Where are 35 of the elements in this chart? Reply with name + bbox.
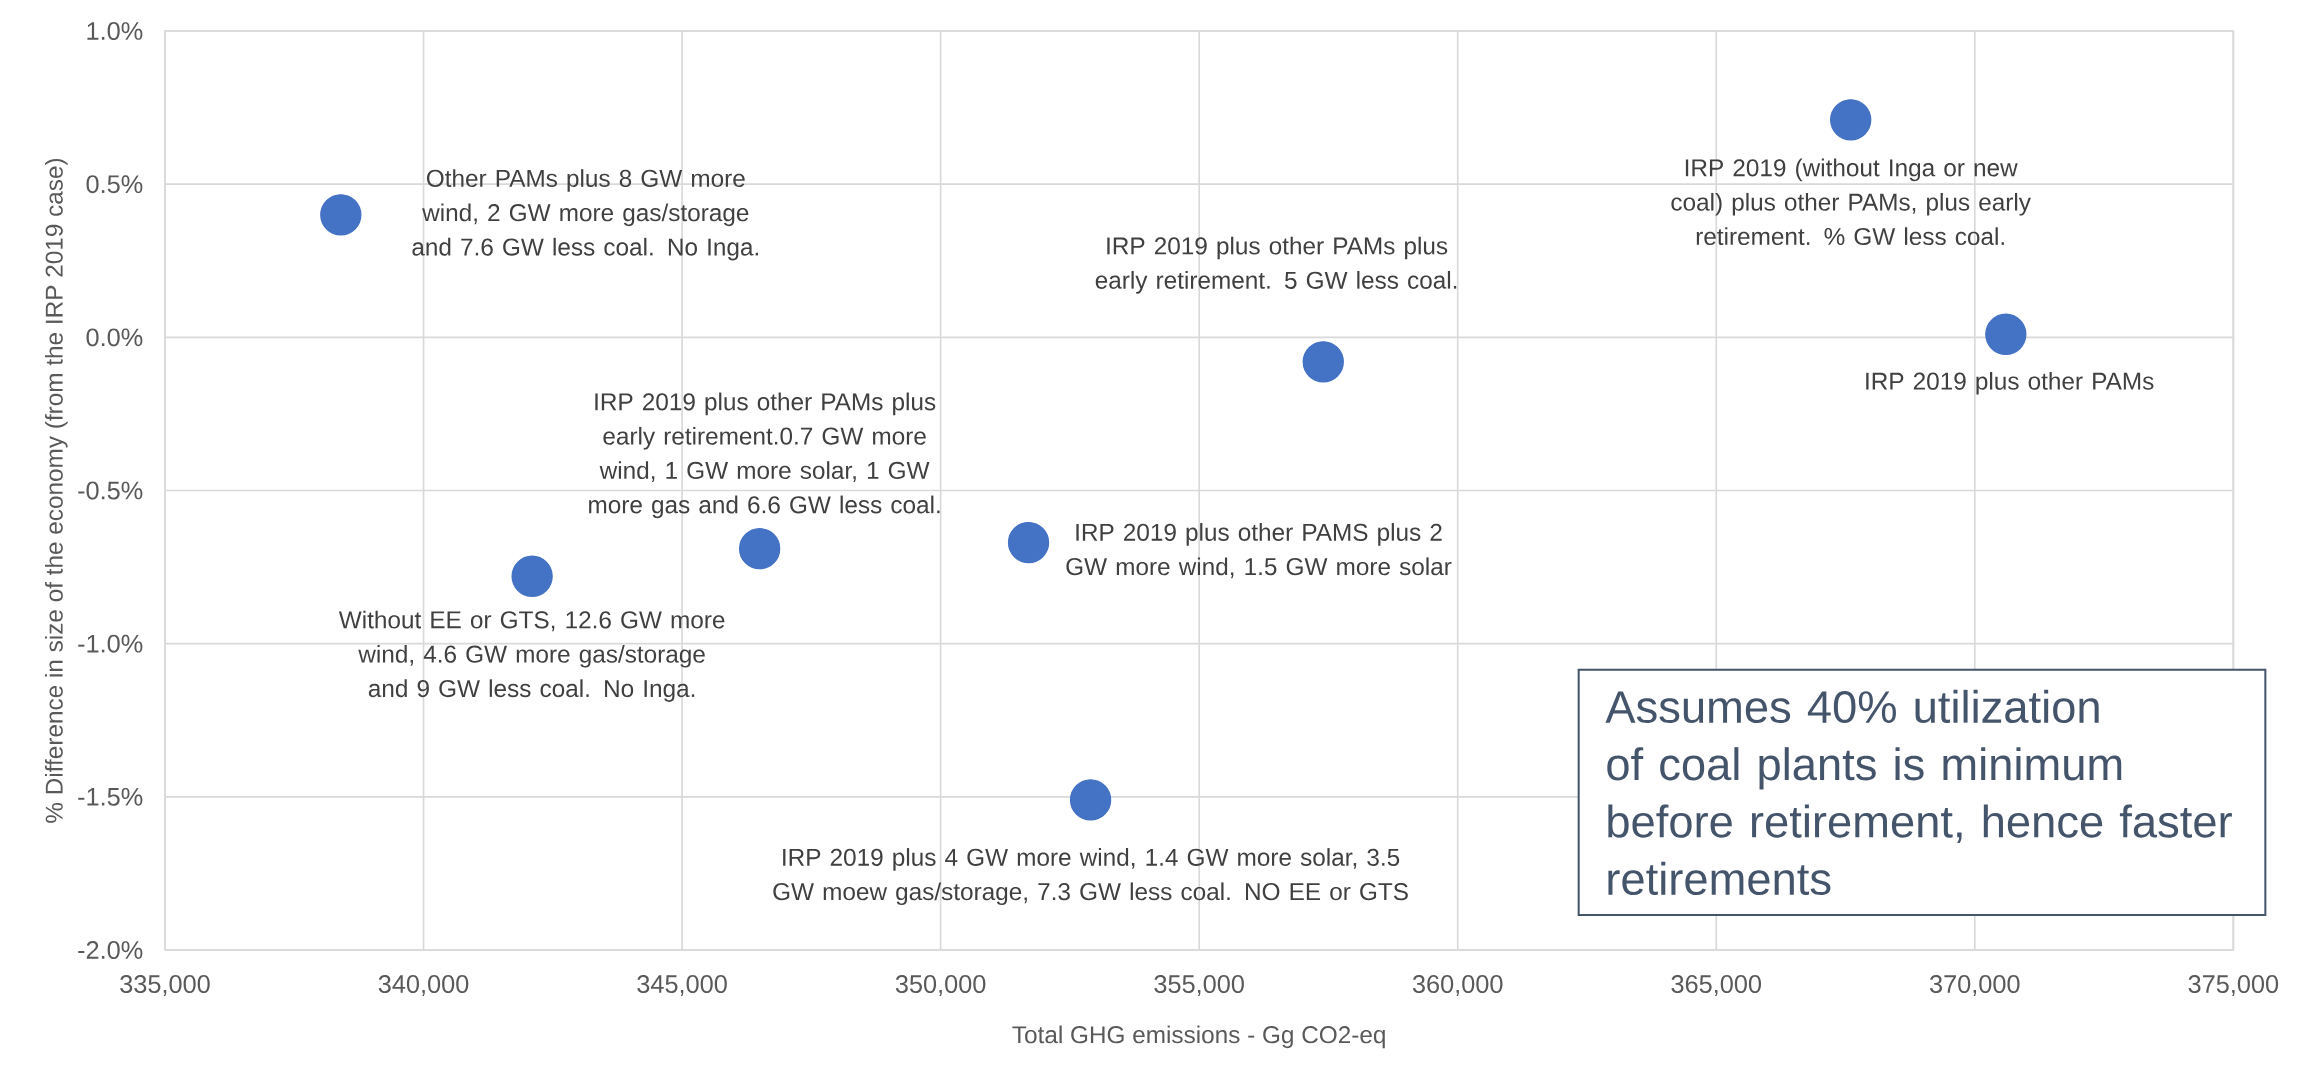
point (738, 528, 781, 570)
x-tick-label: 345,000 (637, 975, 727, 996)
x-tick-label: 370,000 (1930, 975, 2020, 996)
annotation: IRP 2019 (without Inga or new coal) plus other PAMs, plus early retirement. % GW less coal. (1671, 158, 2031, 246)
y-tick-label: -2.0% (78, 941, 143, 959)
y-tick-label: -1.0% (78, 634, 143, 653)
annotation: Assumes 40% utilization of coal plants is minimum before retirement, hence faster retirements (1605, 689, 2232, 896)
point (1302, 341, 1344, 383)
annotation: IRP 2019 plus 4 GW more wind, 1.4 GW more solar, 3.5 GW moew gas/storage, 7.3 GW less coal. NO EE or GTS (773, 848, 1408, 906)
y-tick-label: 1.0% (87, 22, 143, 40)
annotation: IRP 2019 plus other PAMS plus 2 GW more wind, 1.5 GW more solar (1066, 523, 1452, 579)
x-axis-title: Total GHG emissions - Gg CO2-eq (1012, 1025, 1385, 1049)
point (511, 555, 553, 597)
annotation: IRP 2019 plus other PAMs (1866, 371, 2154, 395)
annotation: Other PAMs plus 8 GW more wind, 2 GW more gas/storage and 7.6 GW less coal. No Inga. (412, 169, 758, 261)
y-tick-label: -0.5% (78, 481, 143, 500)
point (1985, 313, 2027, 355)
x-tick-label: 340,000 (378, 975, 469, 996)
y-tick-label: 0.0% (86, 328, 143, 347)
y-tick-label: 0.5% (86, 175, 143, 194)
x-tick-label: 375,000 (2188, 975, 2279, 996)
annotation: Without EE or GTS, 12.6 GW more wind, 4.6 GW more gas/storage and 9 GW less coal. No Inga. (338, 610, 725, 702)
point (1069, 779, 1112, 821)
y-tick-label: -1.5% (78, 787, 143, 806)
x-tick-label: 335,000 (120, 975, 210, 996)
point (320, 194, 362, 236)
y-axis-title: % Difference in size of the economy (from the IRP 2019 case) (44, 158, 68, 823)
annotation: IRP 2019 plus other PAMs plus early retirement.0.7 GW more wind, 1 GW more solar, 1 GW more gas and 6.6 GW less coal. (589, 392, 940, 519)
point (1007, 521, 1050, 564)
point (1830, 99, 1872, 141)
x-tick-label: 365,000 (1671, 975, 1762, 996)
x-tick-label: 350,000 (895, 975, 986, 996)
x-tick-label: 360,000 (1412, 975, 1503, 996)
x-tick-label: 355,000 (1154, 975, 1244, 996)
annotation: IRP 2019 plus other PAMs plus early retirement. 5 GW less coal. (1095, 236, 1457, 294)
